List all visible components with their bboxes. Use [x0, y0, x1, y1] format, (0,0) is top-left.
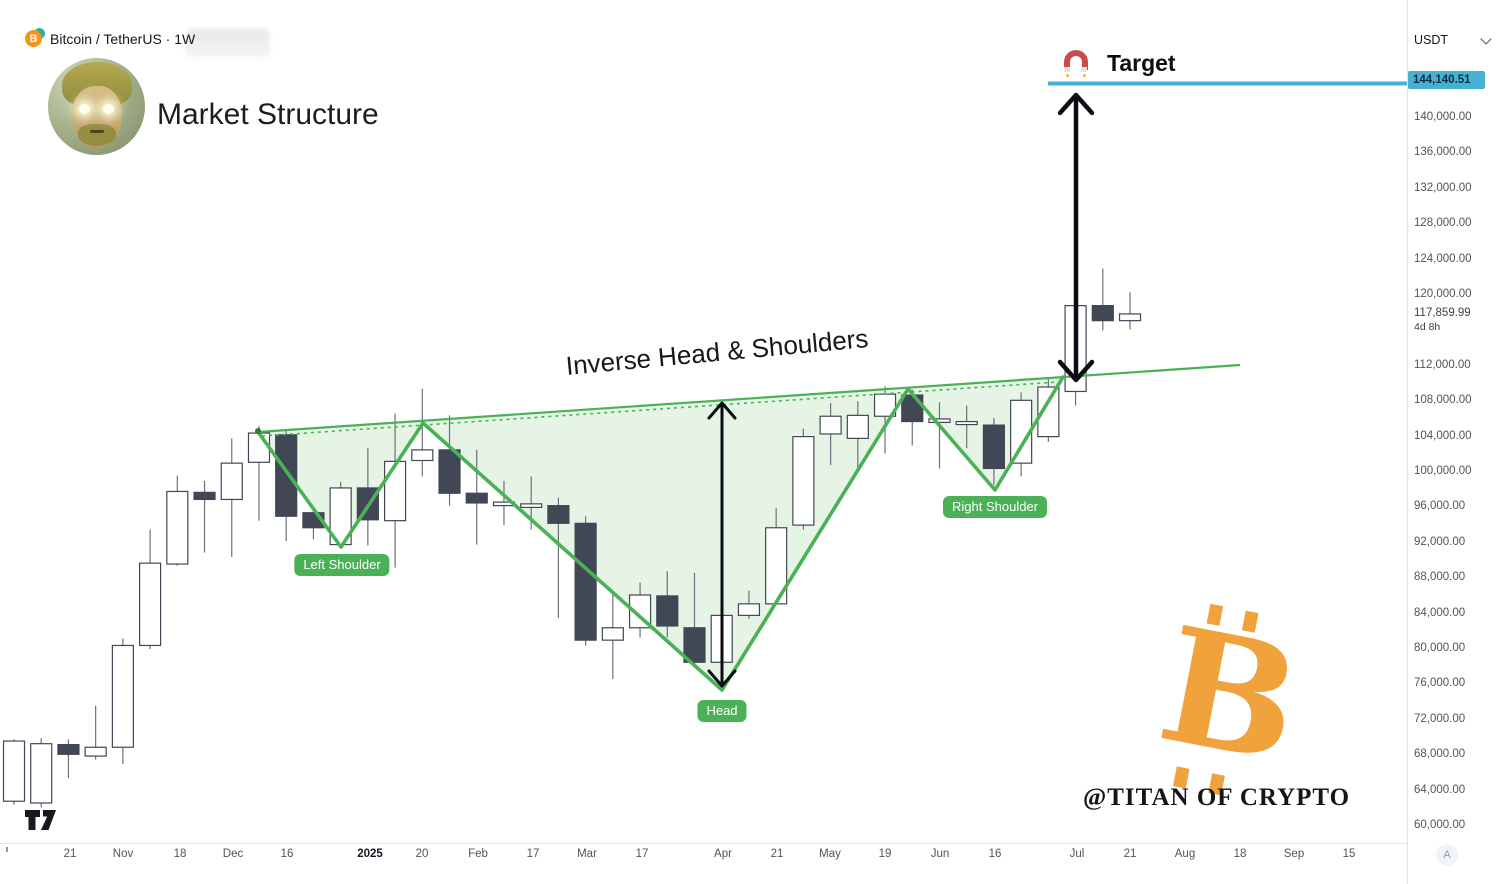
price-tick: 60,000.00 — [1414, 819, 1466, 831]
blurred-region — [186, 29, 270, 58]
target-measure-arrow[interactable] — [1057, 92, 1095, 383]
page-title: Market Structure — [157, 98, 379, 131]
target-label: Target — [1107, 49, 1176, 76]
right-shoulder-label[interactable]: Right Shoulder — [943, 496, 1047, 518]
bitcoin-pair-icon: B — [25, 28, 45, 48]
price-tick: 84,000.00 — [1414, 606, 1466, 619]
price-axis-divider — [1407, 0, 1408, 884]
bitcoin-icon: B — [25, 30, 42, 47]
time-tick: May — [819, 848, 841, 860]
time-tick: Dec — [222, 848, 244, 860]
time-tick: 21 — [770, 848, 784, 860]
time-tick: Nov — [112, 848, 134, 860]
time-tick: Aug — [1174, 848, 1196, 860]
price-tick: 108,000.00 — [1414, 394, 1472, 407]
time-axis-divider — [0, 843, 1407, 844]
time-tick: Jun — [930, 848, 950, 860]
last-price-label: 117,859.99 — [1414, 306, 1471, 319]
time-tick: 19 — [878, 848, 892, 860]
time-tick: 21 — [1123, 848, 1137, 860]
time-tick: 21 — [63, 848, 77, 860]
time-tick: Feb — [468, 848, 488, 860]
avatar-glowing-eye-left — [79, 104, 90, 114]
left-shoulder-label[interactable]: Left Shoulder — [294, 554, 390, 576]
price-tick: 96,000.00 — [1414, 500, 1466, 513]
time-tick: 17 — [635, 848, 649, 860]
price-tick: 120,000.00 — [1414, 288, 1472, 300]
avatar-glowing-eye-right — [103, 104, 114, 114]
price-tick: 80,000.00 — [1414, 642, 1466, 654]
time-tick: Jul — [1069, 848, 1085, 860]
time-tick: Apr — [714, 848, 732, 860]
target-annotation[interactable]: Target — [1063, 48, 1176, 78]
symbol-header[interactable]: B Bitcoin / TetherUS · 1W — [25, 28, 196, 48]
time-tick: 20 — [415, 848, 429, 860]
head-label[interactable]: Head — [697, 700, 747, 722]
price-tick: 76,000.00 — [1414, 677, 1466, 690]
avatar-beard — [78, 124, 116, 146]
price-tick: 104,000.00 — [1414, 429, 1472, 442]
price-tick: 72,000.00 — [1414, 712, 1466, 725]
price-tick: 140,000.00 — [1414, 111, 1472, 123]
time-tick: 16 — [988, 848, 1002, 860]
price-tick: 64,000.00 — [1414, 783, 1466, 796]
magnet-icon — [1063, 48, 1089, 78]
price-tick: 100,000.00 — [1414, 465, 1472, 477]
price-tick: 88,000.00 — [1414, 571, 1466, 584]
tradingview-logo[interactable] — [24, 808, 58, 832]
price-tick: 112,000.00 — [1414, 358, 1471, 371]
price-tick: 68,000.00 — [1414, 748, 1466, 761]
price-tick: 128,000.00 — [1414, 217, 1472, 230]
price-axis[interactable]: USDT 140,000.00 136,000.00 132,000.00 128,0… — [1408, 0, 1506, 843]
target-price-label[interactable]: 144,140.51 — [1408, 71, 1485, 90]
price-tick: 132,000.00 — [1414, 181, 1472, 194]
auto-scale-button[interactable]: A — [1436, 844, 1458, 866]
quote-currency-label: USDT — [1414, 33, 1449, 47]
avatar — [48, 58, 145, 155]
chevron-down-icon[interactable] — [1480, 32, 1492, 45]
time-tick: 18 — [1233, 848, 1247, 860]
author-handle: @TITAN OF CRYPTO — [1083, 784, 1351, 811]
price-tick: 136,000.00 — [1414, 146, 1472, 159]
symbol-title[interactable]: Bitcoin / TetherUS · 1W — [50, 31, 196, 47]
time-tick: 18 — [173, 848, 187, 860]
left-edge-tick — [6, 847, 8, 852]
price-tick: 124,000.00 — [1414, 252, 1472, 265]
price-tick: 92,000.00 — [1414, 535, 1466, 548]
bar-countdown: 4d 8h — [1414, 320, 1441, 333]
bitcoin-b-glyph: B — [1146, 592, 1314, 800]
avatar-mouth — [90, 130, 104, 133]
time-tick: 17 — [526, 848, 540, 860]
head-measure-arrow[interactable] — [707, 401, 737, 688]
time-axis[interactable]: 21 Nov 18 Dec 16 2025 20 Feb 17 Mar 17 Apr 21 May 19 Ju… — [0, 844, 1407, 884]
time-tick: 16 — [280, 848, 294, 860]
time-tick: Sep — [1283, 848, 1305, 860]
time-tick: 15 — [1342, 848, 1356, 860]
time-tick: Mar — [577, 848, 597, 860]
time-tick: 2025 — [357, 848, 383, 860]
